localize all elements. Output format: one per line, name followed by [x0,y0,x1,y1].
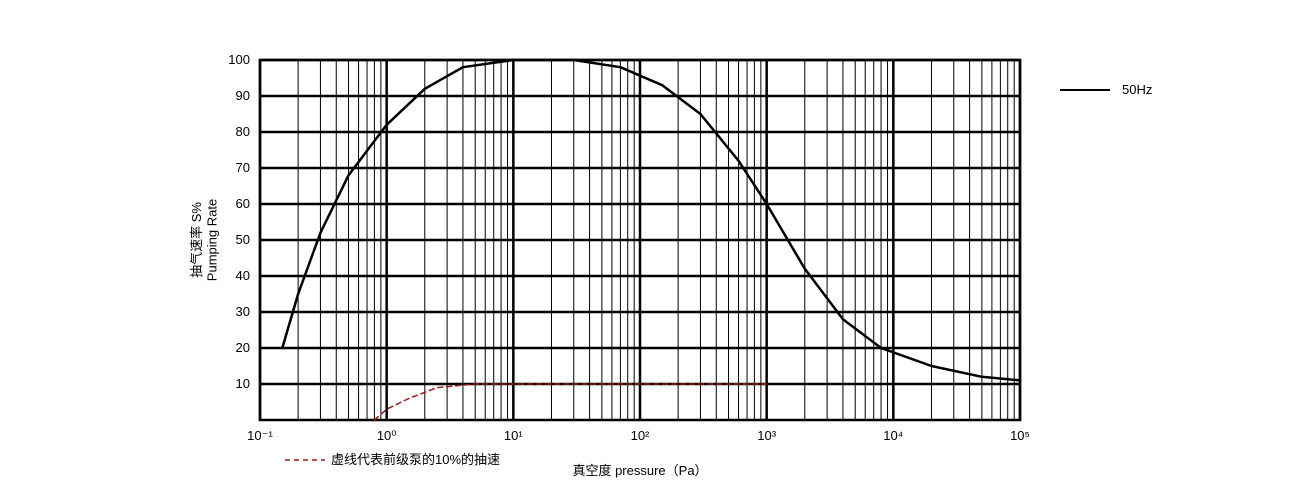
y-tick-label: 90 [236,88,250,103]
x-tick-label: 10⁰ [377,428,397,443]
y-tick-label: 20 [236,340,250,355]
y-tick-label: 100 [228,52,250,67]
y-tick-label: 30 [236,304,250,319]
y-tick-label: 80 [236,124,250,139]
x-tick-label: 10⁴ [883,428,903,443]
y-tick-label: 10 [236,376,250,391]
y-tick-label: 50 [236,232,250,247]
x-tick-label: 10² [631,428,650,443]
x-tick-label: 10⁵ [1010,428,1030,443]
x-tick-label: 10⁻¹ [247,428,273,443]
x-axis-label: 真空度 pressure（Pa） [572,463,707,478]
y-tick-label: 40 [236,268,250,283]
x-tick-label: 10¹ [504,428,523,443]
y-axis-label: 抽气速率 S%Pumping Rate [189,199,220,281]
annotation-text: 虚线代表前级泵的10%的抽速 [331,452,500,467]
x-tick-label: 10³ [757,428,776,443]
pumping-rate-chart: 10 20 30 40 50 60 70 80 90 100 10⁻¹ 10⁰ 10¹ 10² 10³ 10⁴… [0,0,1300,500]
legend-label: 50Hz [1122,82,1152,97]
y-tick-label: 60 [236,196,250,211]
y-tick-label: 70 [236,160,250,175]
